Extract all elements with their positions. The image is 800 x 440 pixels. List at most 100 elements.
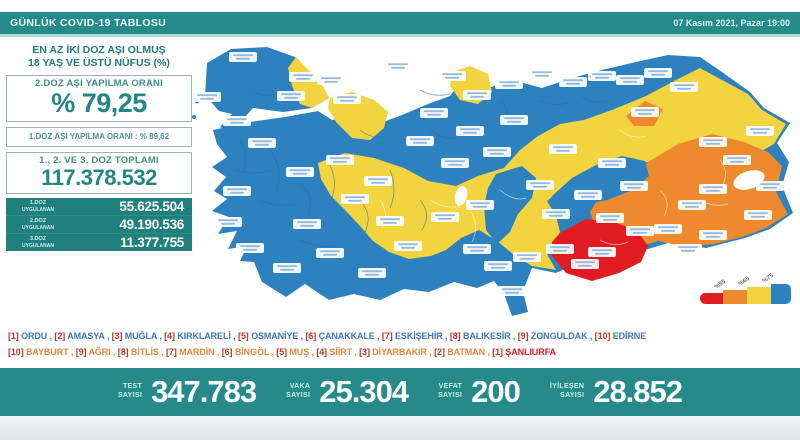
- ranking-item: [9] ZONGULDAK: [518, 331, 595, 341]
- dose-row-sublabel: UYGULANAN: [22, 224, 54, 231]
- province-name: BALIKESİR: [462, 331, 511, 341]
- ranking-item: [6] BİNGÖL: [222, 347, 277, 357]
- dose-row-value: 11.377.755: [120, 234, 184, 250]
- dose-row-sublabel: UYGULANAN: [22, 242, 54, 249]
- rank-number: [9]: [517, 331, 529, 341]
- stat-label-line2: SAYISI: [438, 392, 463, 399]
- dose-rows-table: 1.DOZ UYGULANAN 55.625.504 2.DOZ UYGULAN…: [6, 197, 192, 251]
- province-name: ÇANAKKALE: [318, 331, 375, 341]
- first-dose-box: 1.DOZ AŞI YAPILMA ORANI : % 89,62: [6, 126, 192, 147]
- ranking-item: [5] MUŞ: [276, 347, 316, 357]
- lowest-provinces-line: [10] BAYBURT[9] AĞRI[8] BİTLİS[7] MARDİN…: [8, 347, 796, 357]
- ranking-item: [1] ORDU: [8, 331, 54, 341]
- stat-label-line2: SAYISI: [117, 392, 143, 399]
- stat-label-line1: VAKA: [289, 383, 311, 391]
- province-name: AĞRI: [88, 347, 111, 357]
- ranking-item: [8] BİTLİS: [118, 347, 166, 357]
- second-dose-label: 2.DOZ AŞI YAPILMA ORANI: [35, 78, 163, 90]
- stat-value: 25.304: [319, 374, 409, 409]
- dose-row: 2.DOZ UYGULANAN 49.190.536: [6, 216, 192, 234]
- province-name: BİNGÖL: [234, 347, 270, 357]
- ranking-item: [9] AĞRI: [76, 347, 118, 357]
- turkey-map-svg: %55 %65 %75: [192, 47, 793, 316]
- stat-label-line1: TEST: [122, 383, 143, 391]
- second-dose-value: % 79,25: [51, 88, 147, 119]
- header-bar: GÜNLÜK COVID-19 TABLOSU 07 Kasım 2021, P…: [0, 12, 800, 37]
- province-name: BATMAN: [447, 347, 485, 357]
- stat-label-line1: İYİLEŞEN: [549, 383, 585, 391]
- ranking-item: [10] BAYBURT: [8, 347, 76, 357]
- rank-number: [10]: [8, 347, 24, 357]
- rank-number: [4]: [164, 331, 175, 341]
- dose-row-label: 2.DOZ: [29, 217, 47, 224]
- footer-stats-bar: TEST SAYISI 347.783 VAKA SAYISI 25.304 V…: [0, 368, 800, 416]
- province-name: AMASYA: [67, 331, 105, 341]
- ranking-item: [7] ESKİŞEHİR: [382, 331, 450, 341]
- ranking-item: [3] DİYARBAKIR: [359, 347, 434, 357]
- bottom-strip: [0, 416, 800, 440]
- dose-row-label: 1.DOZ: [29, 199, 47, 206]
- province-name: BAYBURT: [26, 347, 69, 357]
- stat-label-line2: SAYISI: [560, 392, 585, 399]
- dose-row-value: 55.625.504: [119, 198, 184, 214]
- rank-number: [6]: [305, 331, 317, 341]
- province-name: DİYARBAKIR: [372, 347, 427, 357]
- rank-number: [2]: [434, 347, 445, 357]
- footer-stat: TEST SAYISI 347.783: [117, 374, 257, 410]
- total-doses-box: 1., 2. VE 3. DOZ TOPLAMI 117.378.532: [6, 151, 192, 194]
- province-name: SİİRT: [329, 347, 352, 357]
- rank-number: [7]: [166, 347, 177, 357]
- stat-label-line1: VEFAT: [438, 383, 463, 391]
- ranking-item: [8] BALIKESİR: [450, 331, 518, 341]
- dose-row-value: 49.190.536: [119, 216, 184, 232]
- first-dose-line: 1.DOZ AŞI YAPILMA ORANI : % 89,62: [28, 131, 170, 141]
- ranking-item: [2] AMASYA: [54, 331, 111, 341]
- province-name: ZONGULDAK: [530, 331, 588, 341]
- province-name: MARDİN: [179, 347, 215, 357]
- yellow-sakarya-region: [328, 92, 388, 140]
- rank-number: [4]: [316, 347, 328, 357]
- ranking-item: [4] KIRKLARELİ: [164, 331, 238, 341]
- stat-value: 200: [471, 374, 521, 409]
- header-date: 07 Kasım 2021, Pazar 19:00: [673, 18, 790, 28]
- lake-tuz: [454, 186, 468, 206]
- blue-kayseri-pocket: [484, 166, 536, 244]
- ranking-item: [5] OSMANİYE: [238, 331, 306, 341]
- ranking-item: [4] SİİRT: [316, 347, 359, 357]
- province-name: OSMANİYE: [251, 331, 299, 341]
- stat-value: 28.852: [593, 374, 683, 409]
- rank-number: [7]: [381, 331, 393, 341]
- panel-title: EN AZ İKİ DOZ AŞI OLMUŞ 18 YAŞ VE ÜSTÜ N…: [28, 44, 170, 70]
- rank-number: [5]: [276, 347, 287, 357]
- map-legend: %55 %65 %75: [700, 272, 791, 304]
- footer-stat: İYİLEŞEN SAYISI 28.852: [549, 374, 683, 410]
- turkey-map: %55 %65 %75: [192, 38, 796, 318]
- dose-row: 3.DOZ UYGULANAN 11.377.755: [6, 234, 192, 251]
- footer-stat: VEFAT SAYISI 200: [438, 374, 521, 410]
- ranking-item: [6] ÇANAKKALE: [305, 331, 381, 341]
- rank-number: [2]: [54, 331, 66, 341]
- page-title: GÜNLÜK COVID-19 TABLOSU: [10, 17, 167, 29]
- province-name: MUĞLA: [124, 331, 157, 341]
- second-dose-box: 2.DOZ AŞI YAPILMA ORANI % 79,25: [6, 75, 192, 122]
- rank-number: [5]: [237, 331, 249, 341]
- vaccination-panel: EN AZ İKİ DOZ AŞI OLMUŞ 18 YAŞ VE ÜSTÜ N…: [6, 44, 192, 251]
- province-name: MUŞ: [289, 347, 310, 357]
- rank-number: [10]: [594, 331, 611, 341]
- province-name: ŞANLIURFA: [505, 347, 556, 357]
- ranking-item: [7] MARDİN: [166, 347, 222, 357]
- total-doses-value: 117.378.532: [41, 164, 157, 190]
- dose-row-sublabel: UYGULANAN: [22, 206, 54, 213]
- ranking-item: [3] MUĞLA: [112, 331, 164, 341]
- rank-number: [8]: [449, 331, 461, 341]
- province-name: BİTLİS: [130, 347, 159, 357]
- stat-value: 347.783: [151, 374, 257, 409]
- province-name: ESKİŞEHİR: [395, 331, 443, 341]
- province-name: ORDU: [21, 331, 48, 341]
- rank-number: [1]: [8, 331, 19, 341]
- rank-number: [8]: [117, 347, 129, 357]
- island: [192, 115, 196, 119]
- ranking-item: [2] BATMAN: [434, 347, 492, 357]
- rank-number: [6]: [221, 347, 233, 357]
